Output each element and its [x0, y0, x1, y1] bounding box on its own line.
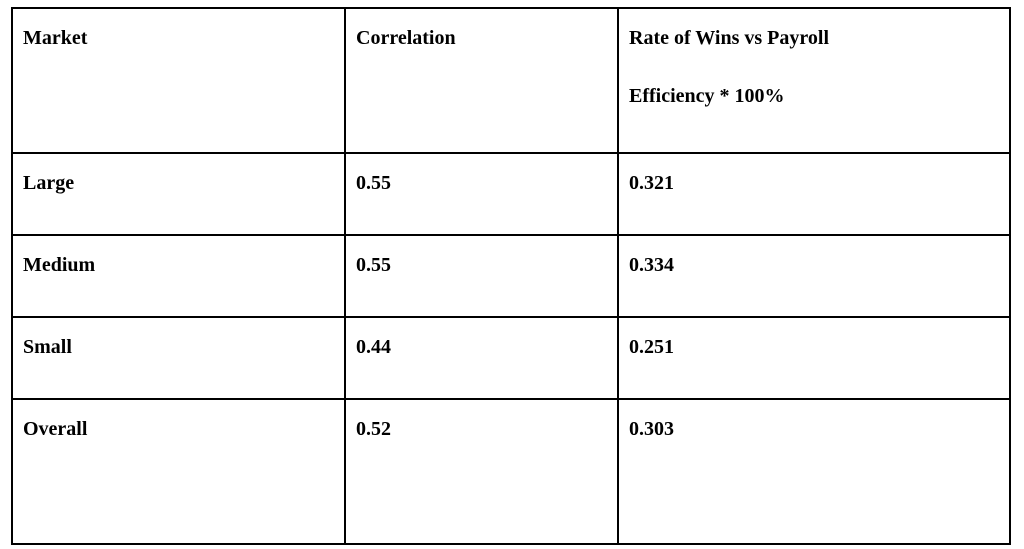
table-row: Overall 0.52 0.303 [11, 398, 1011, 545]
rate-value: 0.303 [629, 418, 674, 440]
header-cell-correlation: Correlation [344, 7, 619, 154]
market-cell: Large [11, 152, 346, 236]
header-market: Market [23, 27, 88, 49]
table-row: Large 0.55 0.321 [11, 152, 1011, 236]
rate-cell: 0.334 [617, 234, 1011, 318]
table-header-row: Market Correlation Rate of Wins vs Payro… [11, 7, 1011, 154]
correlation-value: 0.55 [356, 254, 391, 276]
correlation-cell: 0.55 [344, 152, 619, 236]
table-row: Medium 0.55 0.334 [11, 234, 1011, 318]
market-cell: Small [11, 316, 346, 400]
correlation-value: 0.44 [356, 336, 391, 358]
header-rate-line1: Rate of Wins vs Payroll [629, 27, 830, 49]
correlation-cell: 0.52 [344, 398, 619, 545]
market-label: Large [23, 172, 75, 194]
rate-value: 0.321 [629, 172, 674, 194]
market-label: Overall [23, 418, 88, 440]
header-cell-market: Market [11, 7, 346, 154]
table-row: Small 0.44 0.251 [11, 316, 1011, 400]
header-rate-line2: Efficiency * 100% [629, 85, 785, 107]
rate-cell: 0.303 [617, 398, 1011, 545]
market-cell: Overall [11, 398, 346, 545]
market-cell: Medium [11, 234, 346, 318]
market-label: Small [23, 336, 72, 358]
market-correlation-table: Market Correlation Rate of Wins vs Payro… [11, 7, 1011, 545]
rate-cell: 0.321 [617, 152, 1011, 236]
header-correlation: Correlation [356, 27, 456, 49]
rate-value: 0.334 [629, 254, 674, 276]
rate-value: 0.251 [629, 336, 674, 358]
rate-cell: 0.251 [617, 316, 1011, 400]
market-label: Medium [23, 254, 96, 276]
correlation-value: 0.52 [356, 418, 391, 440]
correlation-value: 0.55 [356, 172, 391, 194]
correlation-cell: 0.44 [344, 316, 619, 400]
header-cell-rate: Rate of Wins vs Payroll Efficiency * 100… [617, 7, 1011, 154]
correlation-cell: 0.55 [344, 234, 619, 318]
